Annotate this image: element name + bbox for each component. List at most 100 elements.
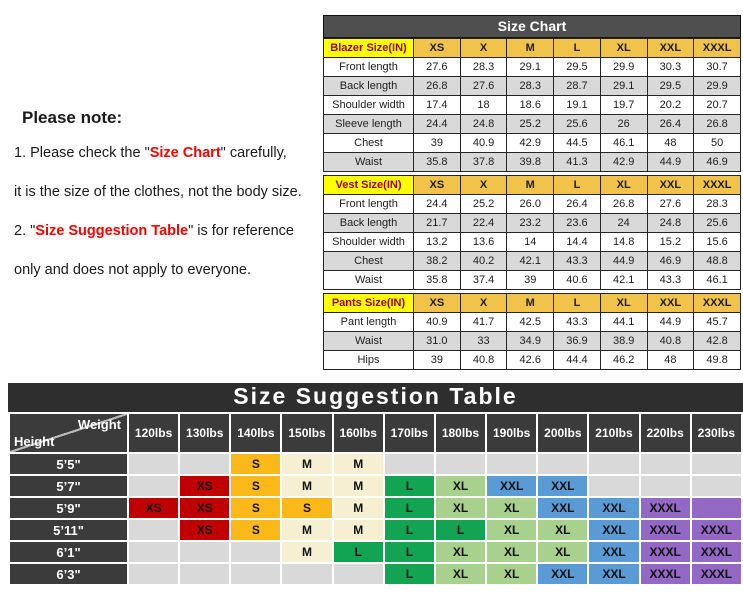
- size-chart-row: Front length 27.6 28.3 29.1 29.5 29.9 30.3 30.7: [323, 57, 741, 77]
- note-title: Please note:: [22, 108, 123, 127]
- measurement-value-cell: 40.2: [459, 251, 508, 271]
- measurement-value-cell: 40.8: [459, 350, 508, 370]
- size-suggestion-cell: M: [282, 520, 332, 540]
- height-header-cell: 6’1": [10, 542, 127, 562]
- measurement-value-cell: 19.7: [599, 95, 648, 115]
- size-suggestion-cell: L: [384, 542, 434, 562]
- measurement-value-cell: 29.9: [599, 57, 648, 77]
- measurement-value-cell: 39: [506, 270, 555, 290]
- size-header-cell: XXL: [646, 175, 695, 195]
- size-chart-row: Hips 39 40.8 42.6 44.4 46.2 48 49.8: [323, 350, 741, 370]
- measurement-value-cell: 29.1: [506, 57, 555, 77]
- measurement-value-cell: 28.7: [553, 76, 601, 96]
- measurement-value-cell: 37.4: [459, 270, 508, 290]
- size-suggestion-cell: XXXL: [691, 542, 741, 562]
- suggestion-row: 5’7" XS S M M L XL XXL XXL: [10, 476, 741, 496]
- measurement-value-cell: 13.6: [459, 232, 508, 252]
- measurement-value-cell: 24.8: [459, 114, 508, 134]
- weight-header-cell: 140lbs: [231, 414, 281, 452]
- empty-cell: [384, 454, 434, 474]
- size-chart-row: Back length 21.7 22.4 23.2 23.6 24 24.8 25.6: [323, 213, 741, 233]
- size-header-cell: L: [553, 38, 601, 58]
- measurement-value-cell: 42.8: [693, 331, 741, 351]
- note-line-3: 2. "Size Suggestion Table" is for refere…: [14, 222, 294, 239]
- measurement-value-cell: 27.6: [413, 57, 461, 77]
- section-label-cell: Pants Size(IN): [323, 293, 414, 313]
- height-header-cell: 5’5": [10, 454, 127, 474]
- empty-cell: [129, 564, 179, 584]
- measurement-value-cell: 44.1: [599, 312, 648, 332]
- measurement-value-cell: 45.7: [693, 312, 741, 332]
- measurement-value-cell: 15.6: [693, 232, 741, 252]
- measurement-value-cell: 19.1: [553, 95, 601, 115]
- empty-cell: [231, 542, 281, 562]
- measurement-value-cell: 43.3: [646, 270, 695, 290]
- empty-cell: [129, 520, 179, 540]
- empty-cell: [640, 454, 690, 474]
- size-suggestion-cell: L: [333, 542, 383, 562]
- size-header-cell: X: [459, 175, 508, 195]
- measurement-value-cell: 48: [646, 350, 695, 370]
- size-header-cell: XXXL: [693, 38, 741, 58]
- measurement-value-cell: 26.8: [413, 76, 461, 96]
- size-suggestion-cell: M: [333, 476, 383, 496]
- measurement-value-cell: 30.7: [693, 57, 741, 77]
- size-suggestion-cell: XXXL: [691, 520, 741, 540]
- measurement-value-cell: 18: [459, 95, 508, 115]
- measurement-value-cell: 40.9: [459, 133, 508, 153]
- empty-cell: [129, 476, 179, 496]
- measurement-label-cell: Hips: [323, 350, 414, 370]
- size-chart-section: Pants Size(IN) XS X M L XL XXL XXXL Pant length 4…: [323, 293, 741, 370]
- size-suggestion-cell: L: [384, 498, 434, 518]
- size-suggestion-cell: XXL: [589, 498, 639, 518]
- size-suggestion-cell: XXL: [538, 498, 588, 518]
- size-header-cell: L: [553, 175, 601, 195]
- size-suggestion-cell: XS: [180, 520, 230, 540]
- measurement-value-cell: 26.4: [646, 114, 695, 134]
- measurement-value-cell: 35.8: [413, 270, 461, 290]
- size-suggestion-cell: S: [231, 476, 281, 496]
- measurement-value-cell: 34.9: [506, 331, 555, 351]
- size-suggestion-cell: L: [384, 564, 434, 584]
- measurement-value-cell: 28.3: [459, 57, 508, 77]
- measurement-value-cell: 23.2: [506, 213, 555, 233]
- measurement-label-cell: Chest: [323, 133, 414, 153]
- size-suggestion-cell: M: [333, 520, 383, 540]
- note-highlight-suggestion-table: Size Suggestion Table: [35, 222, 189, 239]
- measurement-value-cell: 29.5: [553, 57, 601, 77]
- size-suggestion-cell: M: [333, 498, 383, 518]
- size-chart-row: Sleeve length 24.4 24.8 25.2 25.6 26 26.4 26.8: [323, 114, 741, 134]
- size-suggestion-cell: XXXL: [691, 564, 741, 584]
- size-header-cell: XS: [413, 38, 461, 58]
- size-suggestion-cell: XS: [180, 476, 230, 496]
- measurement-value-cell: 42.1: [599, 270, 648, 290]
- measurement-value-cell: 24.8: [646, 213, 695, 233]
- measurement-value-cell: 39: [413, 133, 461, 153]
- measurement-value-cell: 23.6: [553, 213, 601, 233]
- weight-header-cell: 180lbs: [435, 414, 486, 452]
- empty-cell: [333, 564, 383, 584]
- note-highlight-size-chart: Size Chart: [149, 145, 221, 161]
- weight-height-corner-cell: Weight Height: [10, 414, 127, 452]
- size-chart-row: Waist 35.8 37.4 39 40.6 42.1 43.3 46.1: [323, 270, 741, 290]
- measurement-value-cell: 50: [693, 133, 741, 153]
- measurement-value-cell: 48.8: [693, 251, 741, 271]
- size-suggestion-cell: XXL: [589, 520, 639, 540]
- measurement-value-cell: 42.9: [599, 152, 648, 172]
- size-chart-row: Waist 35.8 37.8 39.8 41.3 42.9 44.9 46.9: [323, 152, 741, 172]
- empty-cell: [538, 454, 588, 474]
- size-chart-row: Shoulder width 13.2 13.6 14 14.4 14.8 15.2 15.6: [323, 232, 741, 252]
- empty-cell: [487, 454, 537, 474]
- measurement-value-cell: 26.0: [506, 194, 555, 214]
- measurement-value-cell: 14.8: [599, 232, 648, 252]
- size-suggestion-cell: S: [231, 454, 281, 474]
- size-suggestion-cell: XL: [538, 520, 588, 540]
- measurement-value-cell: 28.3: [693, 194, 741, 214]
- size-chart-row: Shoulder width 17.4 18 18.6 19.1 19.7 20.2 20.7: [323, 95, 741, 115]
- measurement-value-cell: 44.9: [646, 312, 695, 332]
- size-chart-row: Waist 31.0 33 34.9 36.9 38.9 40.8 42.8: [323, 331, 741, 351]
- measurement-value-cell: 31.0: [413, 331, 461, 351]
- suggestion-row: 5’9" XS XS S S M L XL XL XXL XXL XXXL: [10, 498, 741, 518]
- size-chart-row: Back length 26.8 27.6 28.3 28.7 29.1 29.5 29.9: [323, 76, 741, 96]
